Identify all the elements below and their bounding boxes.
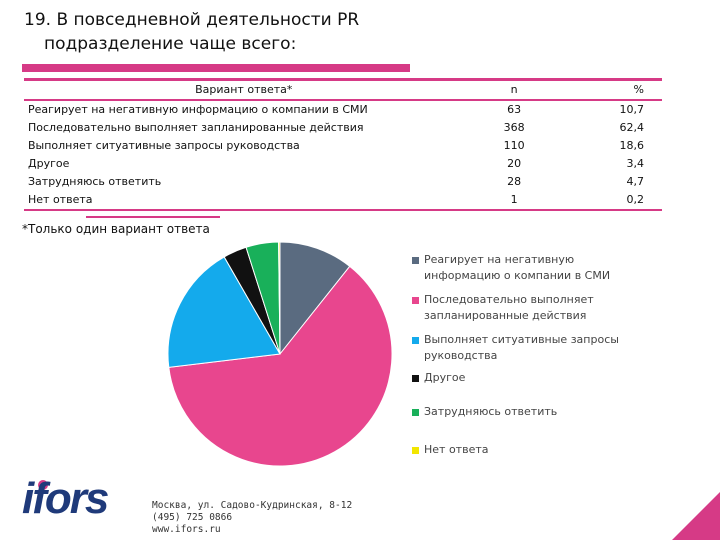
cell-n: 1: [463, 191, 565, 211]
address-street: Москва, ул. Садово-Кудринская, 8-12: [152, 500, 353, 511]
slide-title: 19. В повседневной деятельности PR подра…: [24, 8, 359, 56]
slide-title-line2: подразделение чаще всего:: [44, 34, 297, 54]
cell-percent: 3,4: [626, 157, 645, 170]
table-row: Выполняет ситуативные запросы руководств…: [24, 137, 662, 155]
legend-swatch: [412, 375, 419, 382]
legend-label: Реагирует на негативную информацию о ком…: [424, 253, 611, 282]
cell-n: 20: [507, 157, 522, 170]
table-header-row: Вариант ответа* n %: [24, 78, 662, 101]
cell-answer: Реагирует на негативную информацию о ком…: [28, 103, 368, 116]
pie-slice: [278, 241, 281, 355]
pie-slice: [279, 241, 351, 356]
results-table: Вариант ответа* n % Реагирует на негатив…: [24, 78, 662, 211]
cell-n: 28: [507, 175, 522, 188]
pie-slice: [167, 256, 281, 368]
legend-label: Затрудняюсь ответить: [424, 405, 558, 418]
slide-title-line1: 19. В повседневной деятельности PR: [24, 10, 360, 30]
legend-swatch: [412, 297, 419, 304]
legend-swatch: [412, 409, 419, 416]
address-website: www.ifors.ru: [152, 524, 221, 535]
cell-n: 368: [503, 121, 525, 134]
legend-swatch: [412, 257, 419, 264]
cell-n: 110: [503, 139, 525, 152]
legend-item: Последовательно выполняет запланированны…: [412, 292, 594, 324]
pie-chart: [167, 241, 393, 467]
cell-percent: 62,4: [619, 121, 645, 134]
footnote-rule: [86, 216, 220, 218]
cell-answer: Другое: [28, 157, 70, 170]
table-row: Затрудняюсь ответить 28 4,7: [24, 173, 662, 191]
cell-answer: Нет ответа: [24, 191, 464, 211]
header-answer: Вариант ответа*: [24, 78, 464, 101]
table-row: Другое 20 3,4: [24, 155, 662, 173]
legend-item: Реагирует на негативную информацию о ком…: [412, 252, 610, 284]
legend-item: Затрудняюсь ответить: [412, 404, 557, 420]
cell-answer: Последовательно выполняет запланированны…: [28, 121, 364, 134]
cell-percent: 4,7: [626, 175, 645, 188]
page-number: 27: [678, 506, 694, 520]
title-underline-bar: [22, 64, 410, 72]
legend-swatch: [412, 337, 419, 344]
header-n: n: [463, 78, 565, 101]
table-row: Последовательно выполняет запланированны…: [24, 119, 662, 137]
cell-percent: 0,2: [564, 191, 662, 211]
cell-n: 63: [507, 103, 522, 116]
legend-swatch: [412, 447, 419, 454]
header-percent: %: [564, 78, 662, 101]
legend-label: Другое: [424, 371, 466, 384]
pie-slice: [168, 265, 393, 467]
cell-percent: 18,6: [619, 139, 645, 152]
page-badge: [672, 492, 720, 540]
legend-label: Выполняет ситуативные запросы руководств…: [424, 333, 619, 362]
footer-address: Москва, ул. Садово-Кудринская, 8-12 (495…: [152, 500, 352, 536]
cell-answer: Затрудняюсь ответить: [28, 175, 162, 188]
table-row: Нет ответа 1 0,2: [24, 191, 662, 211]
logo-dot-icon: [38, 480, 48, 490]
legend-item: Другое: [412, 370, 465, 386]
cell-percent: 10,7: [619, 103, 645, 116]
footnote: *Только один вариант ответа: [22, 222, 210, 236]
ifors-logo: ifors: [22, 474, 109, 523]
legend-item: Выполняет ситуативные запросы руководств…: [412, 332, 619, 364]
address-phone: (495) 725 0866: [152, 512, 233, 523]
legend-label: Нет ответа: [424, 443, 489, 456]
table-row: Реагирует на негативную информацию о ком…: [24, 100, 662, 119]
legend-item: Нет ответа: [412, 442, 488, 458]
legend-label: Последовательно выполняет запланированны…: [424, 293, 594, 322]
cell-answer: Выполняет ситуативные запросы руководств…: [28, 139, 300, 152]
